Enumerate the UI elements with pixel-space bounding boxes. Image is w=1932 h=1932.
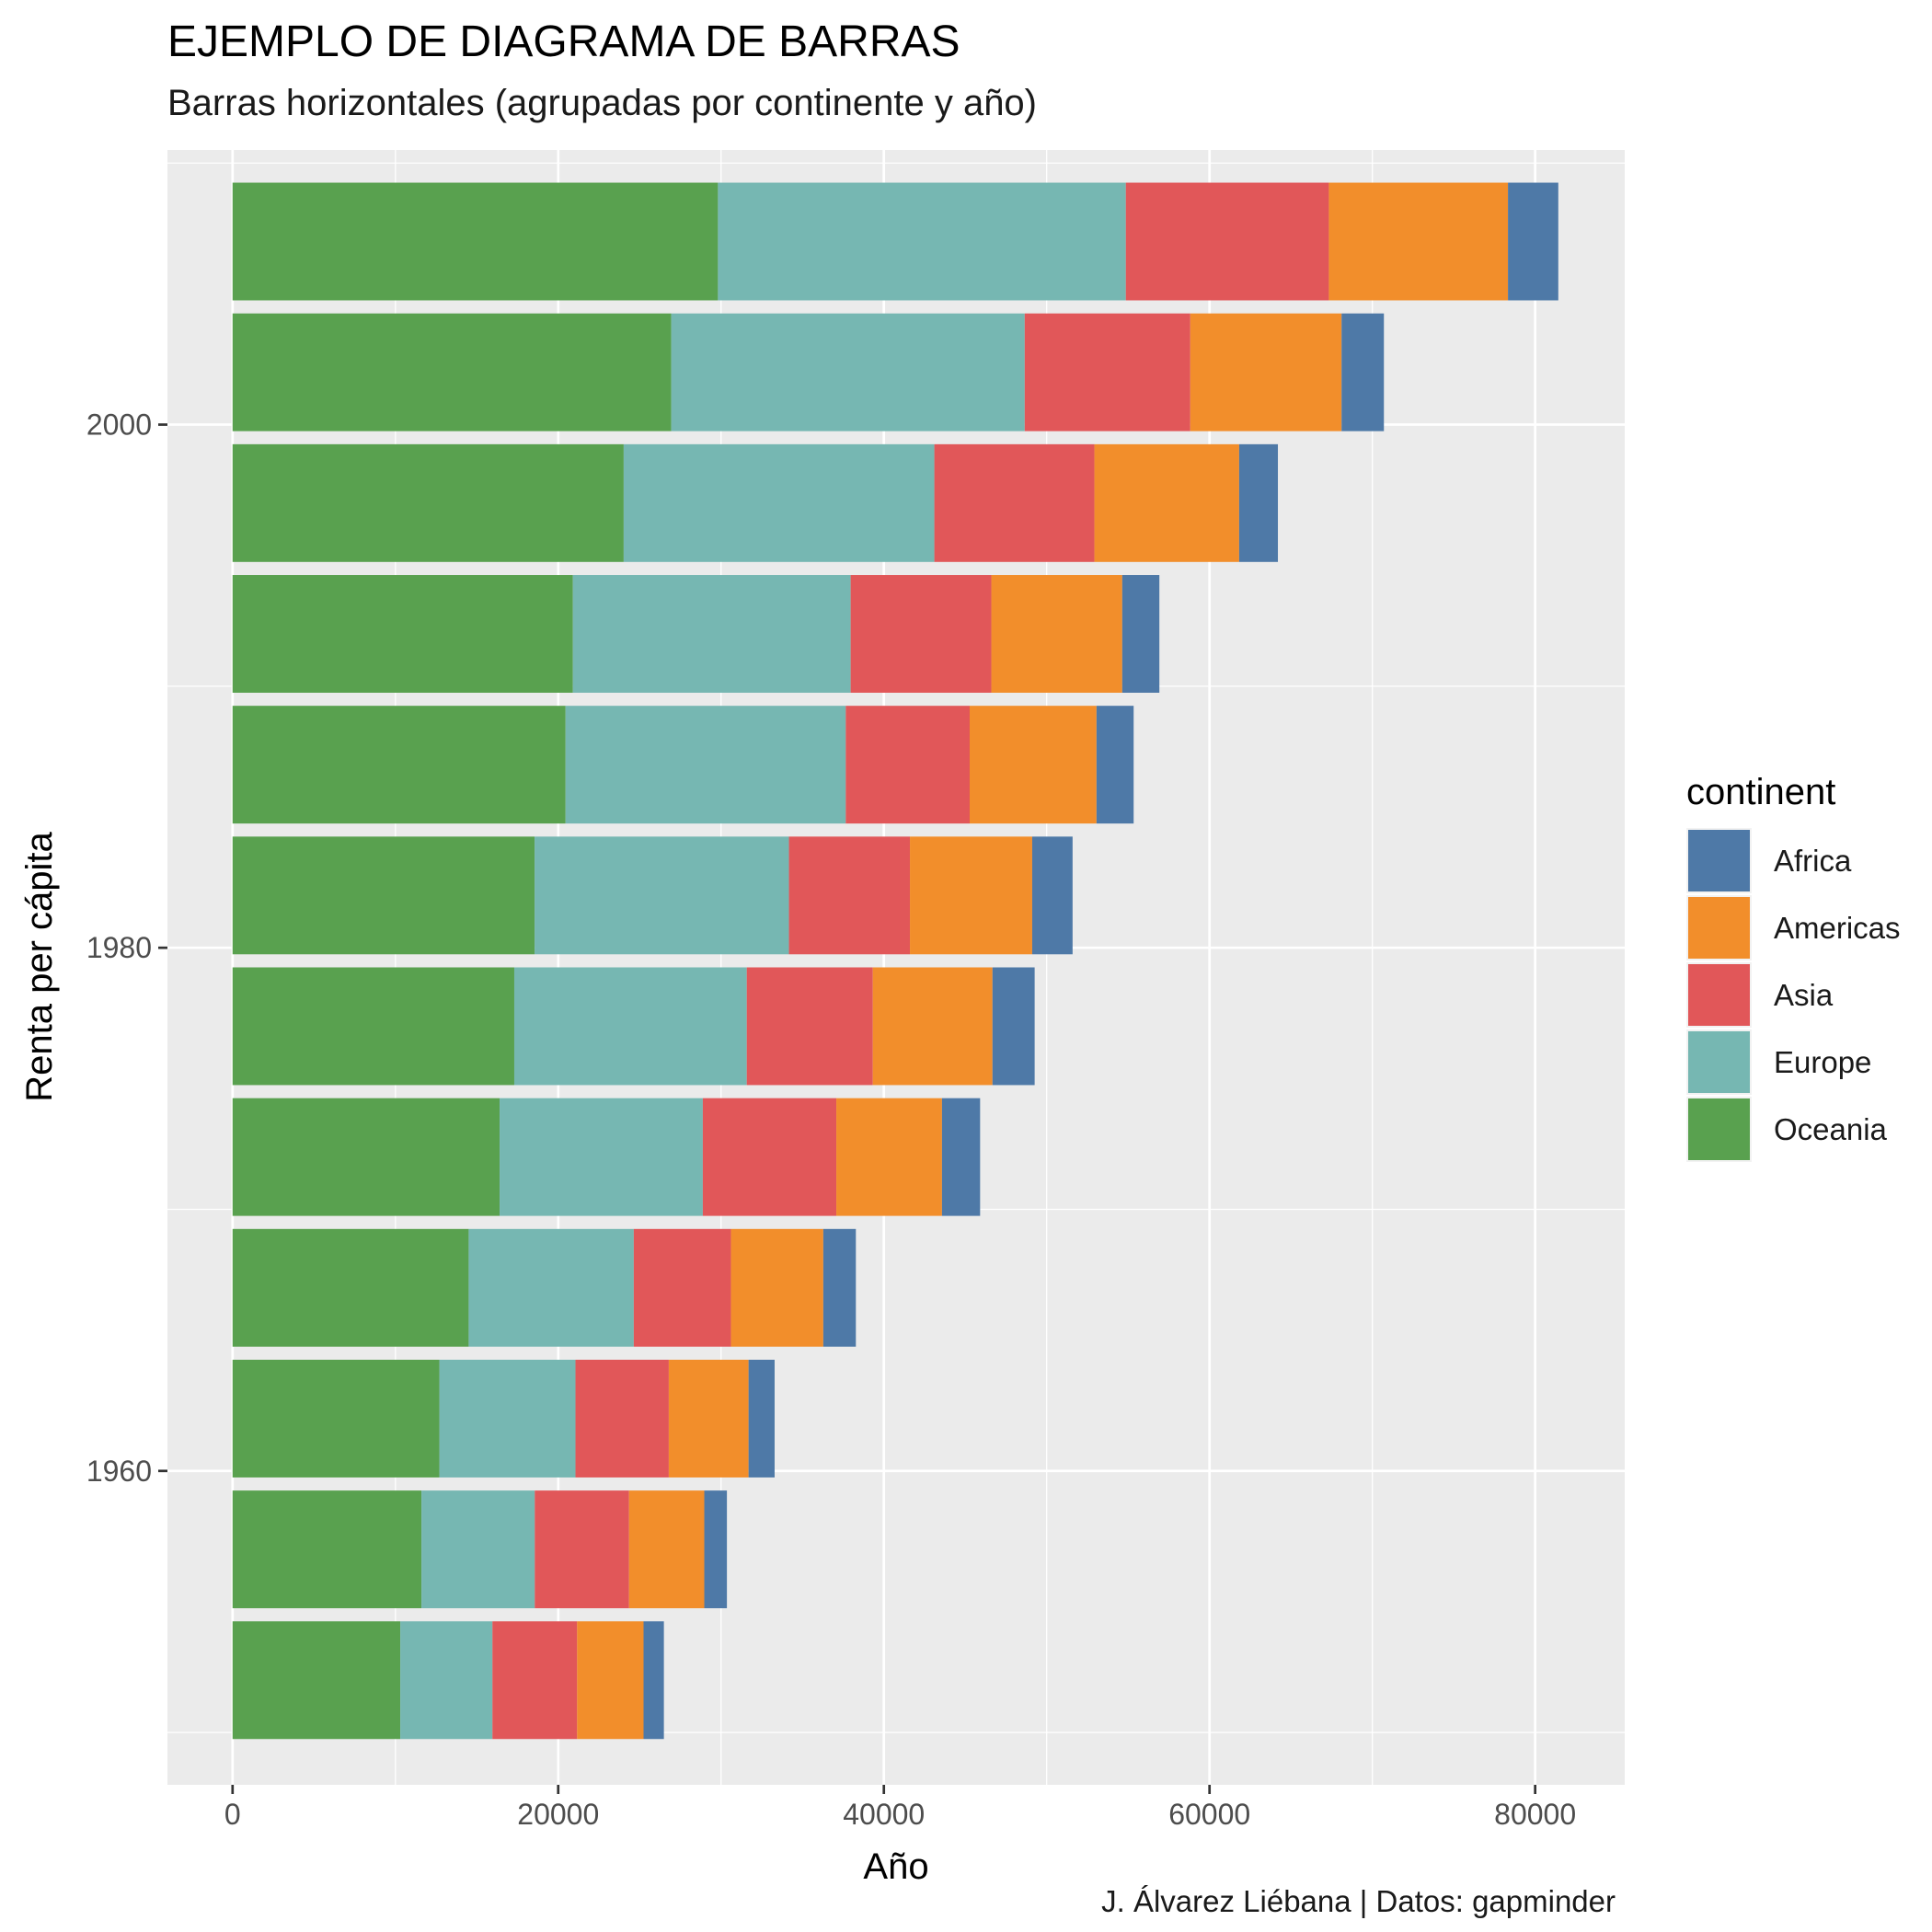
x-tick-label: 60000 (1168, 1798, 1250, 1831)
legend-label-americas: Americas (1774, 911, 1901, 945)
bar-segment-americas-1982 (910, 836, 1032, 955)
bar-segment-asia-1987 (845, 706, 970, 824)
legend-label-oceania: Oceania (1774, 1112, 1888, 1146)
bar-segment-asia-1957 (535, 1490, 629, 1609)
bar-segment-americas-1952 (577, 1621, 644, 1740)
y-tick-label: 1980 (86, 931, 152, 964)
bar-segment-americas-1972 (836, 1098, 942, 1216)
x-tick-label: 0 (224, 1798, 241, 1831)
bar-segment-asia-1962 (575, 1359, 669, 1478)
x-axis: 0 20000 40000 60000 80000 (224, 1785, 1576, 1831)
y-tick-label: 2000 (86, 408, 152, 442)
y-tick-label: 1960 (86, 1455, 152, 1488)
legend-key-americas (1688, 897, 1750, 959)
bar-segment-africa-1987 (1096, 706, 1134, 824)
legend-title: continent (1686, 772, 1835, 812)
bar-segment-americas-1992 (991, 575, 1122, 693)
bar-segment-asia-2002 (1024, 313, 1190, 431)
y-axis-label: Renta per cápita (19, 831, 60, 1101)
bar-segment-oceania-1977 (232, 967, 514, 1086)
bar-segment-africa-1992 (1121, 575, 1160, 693)
bar-segment-oceania-1952 (232, 1621, 401, 1740)
legend-key-oceania (1688, 1098, 1750, 1160)
chart-caption: J. Álvarez Liébana | Datos: gapminder (1101, 1884, 1616, 1918)
bar-segment-americas-2007 (1328, 182, 1509, 301)
bar-segment-oceania-1962 (232, 1359, 440, 1478)
bar-segment-oceania-2002 (232, 313, 672, 431)
legend-key-europe (1688, 1031, 1750, 1093)
legend-label-asia: Asia (1774, 978, 1834, 1012)
bar-segment-oceania-1957 (232, 1490, 422, 1609)
bar-segment-oceania-1987 (232, 706, 566, 824)
bar-segment-asia-1952 (492, 1621, 578, 1740)
bar-segment-americas-1997 (1094, 443, 1239, 562)
bar-segment-asia-1992 (850, 575, 992, 693)
legend-key-africa (1688, 830, 1750, 891)
bar-segment-europe-1972 (500, 1098, 703, 1216)
bar-segment-africa-1977 (992, 967, 1035, 1086)
bar-segment-africa-1962 (748, 1359, 775, 1478)
bar-segment-africa-1982 (1031, 836, 1073, 955)
x-tick-label: 80000 (1494, 1798, 1576, 1831)
bar-segment-americas-1967 (730, 1228, 823, 1347)
bar-segment-africa-2002 (1341, 313, 1385, 431)
x-axis-label: Año (863, 1846, 928, 1887)
bar-segment-asia-1982 (788, 836, 911, 955)
x-tick-label: 20000 (517, 1798, 599, 1831)
legend-label-africa: Africa (1774, 844, 1852, 878)
bar-segment-africa-1967 (822, 1228, 857, 1347)
bar-segment-europe-1962 (439, 1359, 576, 1478)
bar-segment-africa-2007 (1508, 182, 1558, 301)
bar-segment-americas-1957 (628, 1490, 705, 1609)
bar-segment-europe-1957 (421, 1490, 535, 1609)
chart-subtitle: Barras horizontales (agrupadas por conti… (167, 83, 1037, 123)
bar-segment-europe-1997 (623, 443, 935, 562)
bar-segment-asia-1977 (746, 967, 873, 1086)
bar-segment-africa-1952 (643, 1621, 664, 1740)
bar-segment-americas-2002 (1190, 313, 1342, 431)
bar-segment-oceania-2007 (232, 182, 719, 301)
bar-segment-europe-2007 (718, 182, 1126, 301)
bar-segment-europe-1987 (565, 706, 846, 824)
bar-segment-asia-1997 (934, 443, 1095, 562)
bar-segment-americas-1987 (969, 706, 1097, 824)
legend-label-europe: Europe (1774, 1045, 1871, 1079)
bar-segment-asia-2007 (1125, 182, 1329, 301)
bar-segment-oceania-1967 (232, 1228, 469, 1347)
chart-title: EJEMPLO DE DIAGRAMA DE BARRAS (167, 17, 960, 66)
bar-segment-europe-2002 (671, 313, 1025, 431)
bars (232, 182, 1558, 1740)
bar-segment-oceania-1992 (232, 575, 573, 693)
bar-segment-europe-1967 (468, 1228, 634, 1347)
legend: continent Africa Americas Asia Europe Oceani… (1686, 772, 1901, 1162)
bar-segment-asia-1967 (633, 1228, 731, 1347)
bar-segment-africa-1957 (704, 1490, 728, 1609)
x-tick-label: 40000 (843, 1798, 925, 1831)
bar-segment-africa-1972 (941, 1098, 981, 1216)
bar-segment-asia-1972 (702, 1098, 837, 1216)
y-axis: 1960 1980 2000 (86, 408, 167, 1488)
bar-segment-americas-1977 (872, 967, 993, 1086)
bar-segment-oceania-1982 (232, 836, 535, 955)
bar-segment-africa-1997 (1238, 443, 1279, 562)
bar-segment-europe-1952 (400, 1621, 493, 1740)
bar-segment-oceania-1972 (232, 1098, 500, 1216)
bar-segment-europe-1977 (513, 967, 747, 1086)
bar-segment-americas-1962 (668, 1359, 749, 1478)
bar-segment-oceania-1997 (232, 443, 624, 562)
bar-segment-europe-1992 (572, 575, 851, 693)
bar-segment-europe-1982 (535, 836, 789, 955)
legend-key-asia (1688, 964, 1750, 1026)
